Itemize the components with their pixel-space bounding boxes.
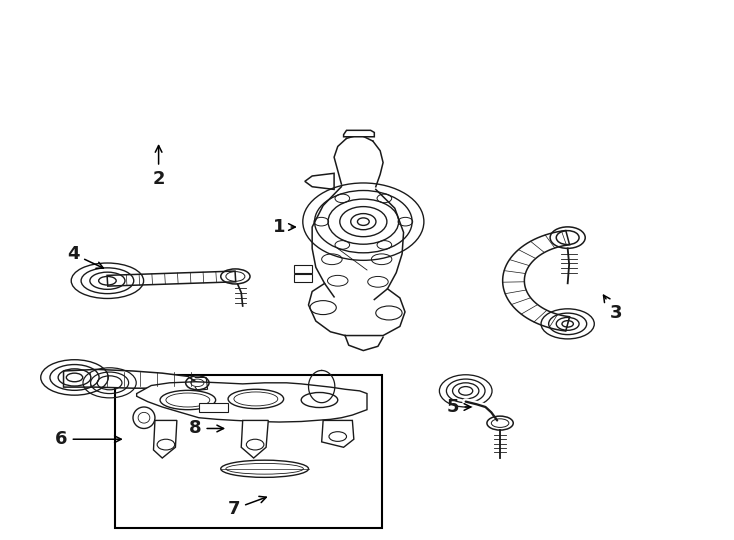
Text: 4: 4 xyxy=(67,245,103,268)
Text: 7: 7 xyxy=(228,496,266,518)
Polygon shape xyxy=(153,421,177,458)
Polygon shape xyxy=(321,421,354,447)
Text: 6: 6 xyxy=(55,430,121,448)
Bar xyxy=(199,403,228,412)
Text: 1: 1 xyxy=(273,218,295,236)
Polygon shape xyxy=(137,382,367,422)
Polygon shape xyxy=(241,421,269,458)
Text: 2: 2 xyxy=(153,146,165,188)
Polygon shape xyxy=(64,369,197,388)
Polygon shape xyxy=(344,130,374,137)
Polygon shape xyxy=(294,274,312,282)
Text: 5: 5 xyxy=(447,398,470,416)
Bar xyxy=(115,375,382,528)
Polygon shape xyxy=(107,271,236,286)
Polygon shape xyxy=(305,173,334,190)
Polygon shape xyxy=(503,231,570,331)
Polygon shape xyxy=(294,265,312,273)
Text: 3: 3 xyxy=(603,295,622,322)
Text: 8: 8 xyxy=(189,420,224,437)
